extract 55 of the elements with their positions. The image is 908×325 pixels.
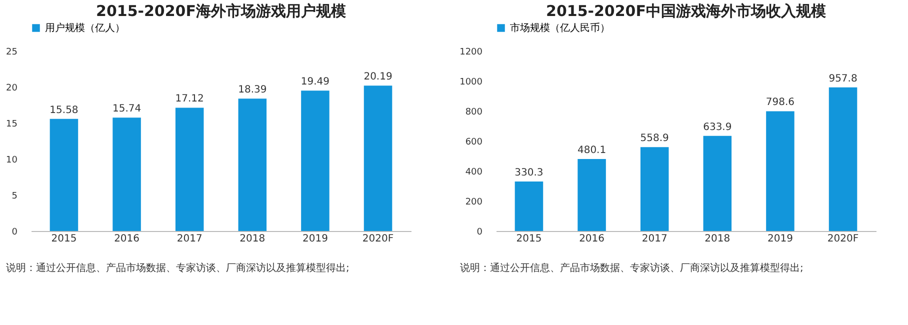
bar [703,136,732,231]
x-tick-label: 2015 [51,234,77,244]
data-label: 19.49 [300,76,330,88]
bar [514,181,544,231]
data-label: 957.8 [828,73,858,84]
bar [766,111,794,231]
x-tick-label: 2019 [767,234,793,244]
x-tick-label: 2017 [176,234,202,244]
y-tick-label: 200 [465,198,483,208]
bar [175,108,204,231]
x-tick-label: 2016 [114,234,140,244]
x-tick-label: 2018 [240,234,266,244]
data-label: 633.9 [703,122,732,133]
x-tick-label: 2017 [642,234,668,244]
bar [364,86,392,231]
data-label: 480.1 [577,144,606,156]
y-tick-label: 5 [12,192,18,202]
y-tick-label: 0 [12,228,18,238]
bar [301,90,330,231]
y-tick-label: 15 [6,120,18,130]
text: 说明：通过公开信息、产品市场数据、专家访谈、厂商深访以及推算模型得出; [460,262,804,275]
y-tick-label: 800 [465,108,483,118]
legend-label: 市场规模（亿人民币） [510,22,610,34]
chart-title: 2015-2020F海外市场游戏用户规模 [96,2,347,20]
data-label: 330.3 [514,167,544,178]
data-label: 18.39 [238,84,267,96]
data-label: 15.74 [112,104,142,115]
data-label: 15.58 [50,104,78,116]
data-label: 558.9 [640,133,669,144]
x-tick-label: 2020F [362,234,394,244]
data-label: 798.6 [766,97,795,108]
y-tick-label: 600 [465,138,483,148]
y-tick-label: 10 [6,156,18,166]
y-tick-label: 400 [465,168,483,178]
bar [578,158,606,231]
x-tick-label: 2018 [704,234,730,244]
data-label: 17.12 [175,94,204,105]
bar [640,147,669,231]
data-label: 20.19 [364,72,392,83]
bar [238,98,267,231]
legend-label: 用户规模（亿人） [45,22,125,34]
chart-title: 2015-2020F中国游戏海外市场收入规模 [546,2,827,20]
bar [112,118,141,231]
y-tick-label: 1000 [460,78,483,88]
y-tick-label: 25 [6,48,18,58]
y-tick-label: 0 [476,228,483,238]
x-tick-label: 2019 [302,234,328,244]
x-tick-label: 2015 [516,234,542,244]
text: 说明：通过公开信息、产品市场数据、专家访谈、厂商深访以及推算模型得出; [6,262,350,275]
y-tick-label: 20 [6,84,18,94]
bar [50,118,78,231]
bar [828,87,858,231]
x-tick-label: 2020F [827,234,859,244]
x-tick-label: 2016 [579,234,605,244]
y-tick-label: 1200 [460,48,483,58]
